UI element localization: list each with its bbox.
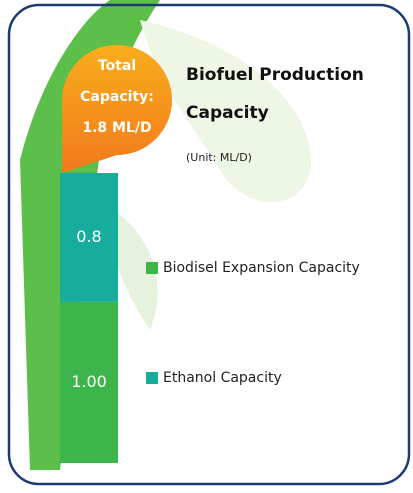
value-label: 1.00	[71, 372, 107, 391]
total-label: Total	[98, 58, 136, 74]
legend-swatch	[146, 372, 158, 384]
legend-label: Ethanol Capacity	[163, 370, 282, 386]
chart-subtitle: (Unit: ML/D)	[186, 151, 252, 164]
chart: Biofuel ProductionCapacity (Unit: ML/D) …	[0, 0, 413, 489]
legend-swatch	[146, 262, 158, 274]
total-label: 1.8 ML/D	[82, 120, 151, 136]
legend-label: Biodisel Expansion Capacity	[163, 260, 360, 276]
total-label: Capacity:	[80, 89, 154, 105]
value-label: 0.8	[76, 227, 101, 246]
